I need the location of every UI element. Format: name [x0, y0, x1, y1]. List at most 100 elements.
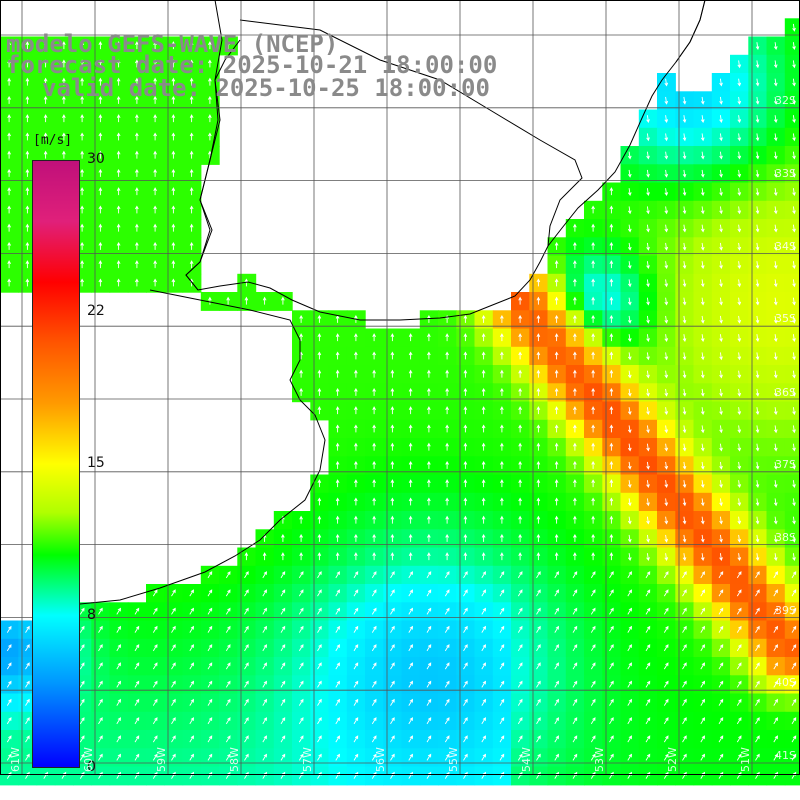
wind-arrow	[171, 680, 176, 688]
wind-arrow	[518, 533, 522, 542]
wind-arrow	[445, 515, 449, 524]
wind-arrow	[25, 150, 30, 159]
wind-arrow	[135, 223, 139, 232]
wind-arrow	[500, 533, 504, 542]
wind-arrow	[700, 224, 705, 233]
wind-cell	[164, 730, 184, 749]
wind-arrow	[755, 352, 760, 361]
wind-cell	[456, 620, 476, 640]
wind-cell	[346, 711, 366, 731]
wind-cell	[529, 711, 549, 731]
wind-arrow	[536, 753, 541, 761]
wind-arrow	[627, 224, 632, 233]
wind-cell	[784, 273, 800, 293]
wind-cell	[310, 584, 330, 603]
wind-arrow	[773, 534, 778, 543]
wind-arrow	[664, 443, 669, 452]
wind-arrow	[135, 205, 139, 214]
wind-arrow	[335, 625, 341, 633]
wind-arrow	[372, 460, 376, 469]
wind-arrow	[189, 717, 195, 725]
wind-arrow	[664, 115, 669, 124]
wind-arrow	[719, 297, 723, 306]
wind-arrow	[7, 150, 11, 159]
wind-arrow	[518, 552, 522, 561]
wind-arrow	[463, 333, 468, 342]
wind-arrow	[25, 114, 30, 123]
wind-arrow	[700, 388, 705, 397]
wind-arrow	[25, 278, 30, 287]
wind-cell	[419, 711, 439, 731]
wind-arrow	[25, 205, 30, 214]
wind-arrow	[335, 753, 341, 761]
wind-arrow	[445, 460, 449, 469]
wind-arrow	[609, 460, 614, 469]
wind-arrow	[426, 753, 432, 761]
wind-arrow	[718, 571, 724, 579]
wind-arrow	[262, 296, 267, 305]
wind-arrow	[390, 333, 395, 342]
wind-arrow	[62, 114, 66, 123]
wind-arrow	[371, 735, 377, 743]
wind-arrow	[426, 717, 432, 725]
wind-cell	[784, 511, 800, 530]
wind-cell	[565, 602, 585, 622]
wind-cell	[638, 675, 658, 695]
wind-arrow	[682, 133, 687, 142]
wind-arrow	[499, 607, 505, 615]
wind-cell	[419, 675, 439, 695]
wind-arrow	[700, 461, 705, 470]
border-line	[185, 0, 223, 291]
wind-arrow	[792, 188, 796, 197]
wind-arrow	[609, 552, 614, 561]
wind-arrow	[646, 224, 650, 233]
wind-arrow	[791, 735, 797, 743]
lat-lon-grid	[0, 0, 800, 775]
wind-arrow	[719, 388, 723, 397]
wind-arrow	[408, 333, 413, 342]
wind-cell	[784, 748, 800, 768]
wind-arrow	[390, 717, 395, 725]
wind-arrow	[317, 314, 322, 323]
wind-arrow	[43, 114, 48, 123]
wind-arrow	[609, 223, 614, 232]
wind-cell	[602, 693, 622, 713]
wind-arrow	[536, 571, 541, 579]
wind-arrow	[755, 96, 760, 105]
wind-arrow	[371, 644, 377, 652]
wind-arrow	[536, 698, 541, 706]
wind-arrow	[80, 223, 84, 232]
wind-arrow	[317, 680, 322, 688]
wind-arrow	[627, 407, 632, 416]
wind-cell	[237, 730, 257, 749]
wind-arrow	[25, 223, 30, 232]
wind-arrow	[664, 534, 669, 543]
wind-arrow	[427, 515, 431, 524]
wind-cell	[492, 675, 512, 695]
wind-arrow	[262, 698, 268, 706]
wind-arrow	[426, 698, 432, 706]
wind-arrow	[646, 461, 650, 470]
wind-arrow	[591, 223, 595, 232]
wind-arrow	[755, 224, 760, 233]
wind-arrow	[153, 95, 157, 104]
wind-arrow	[98, 168, 103, 177]
wind-arrow	[572, 571, 578, 579]
wind-arrow	[719, 224, 723, 233]
wind-arrow	[152, 625, 158, 633]
wind-cell	[346, 693, 366, 713]
wind-arrow	[609, 205, 614, 214]
wind-arrow	[517, 571, 523, 579]
wind-arrow	[554, 387, 559, 396]
wind-cell	[419, 638, 439, 658]
wind-cell	[127, 638, 147, 658]
wind-arrow	[700, 188, 705, 197]
lon-label: 61W	[9, 747, 22, 772]
wind-arrow	[153, 77, 157, 86]
wind-arrow	[554, 314, 559, 323]
wind-cell	[346, 584, 366, 603]
wind-arrow	[719, 534, 723, 543]
wind-arrow	[244, 753, 249, 761]
wind-arrow	[353, 644, 359, 652]
wind-arrow	[792, 370, 796, 379]
